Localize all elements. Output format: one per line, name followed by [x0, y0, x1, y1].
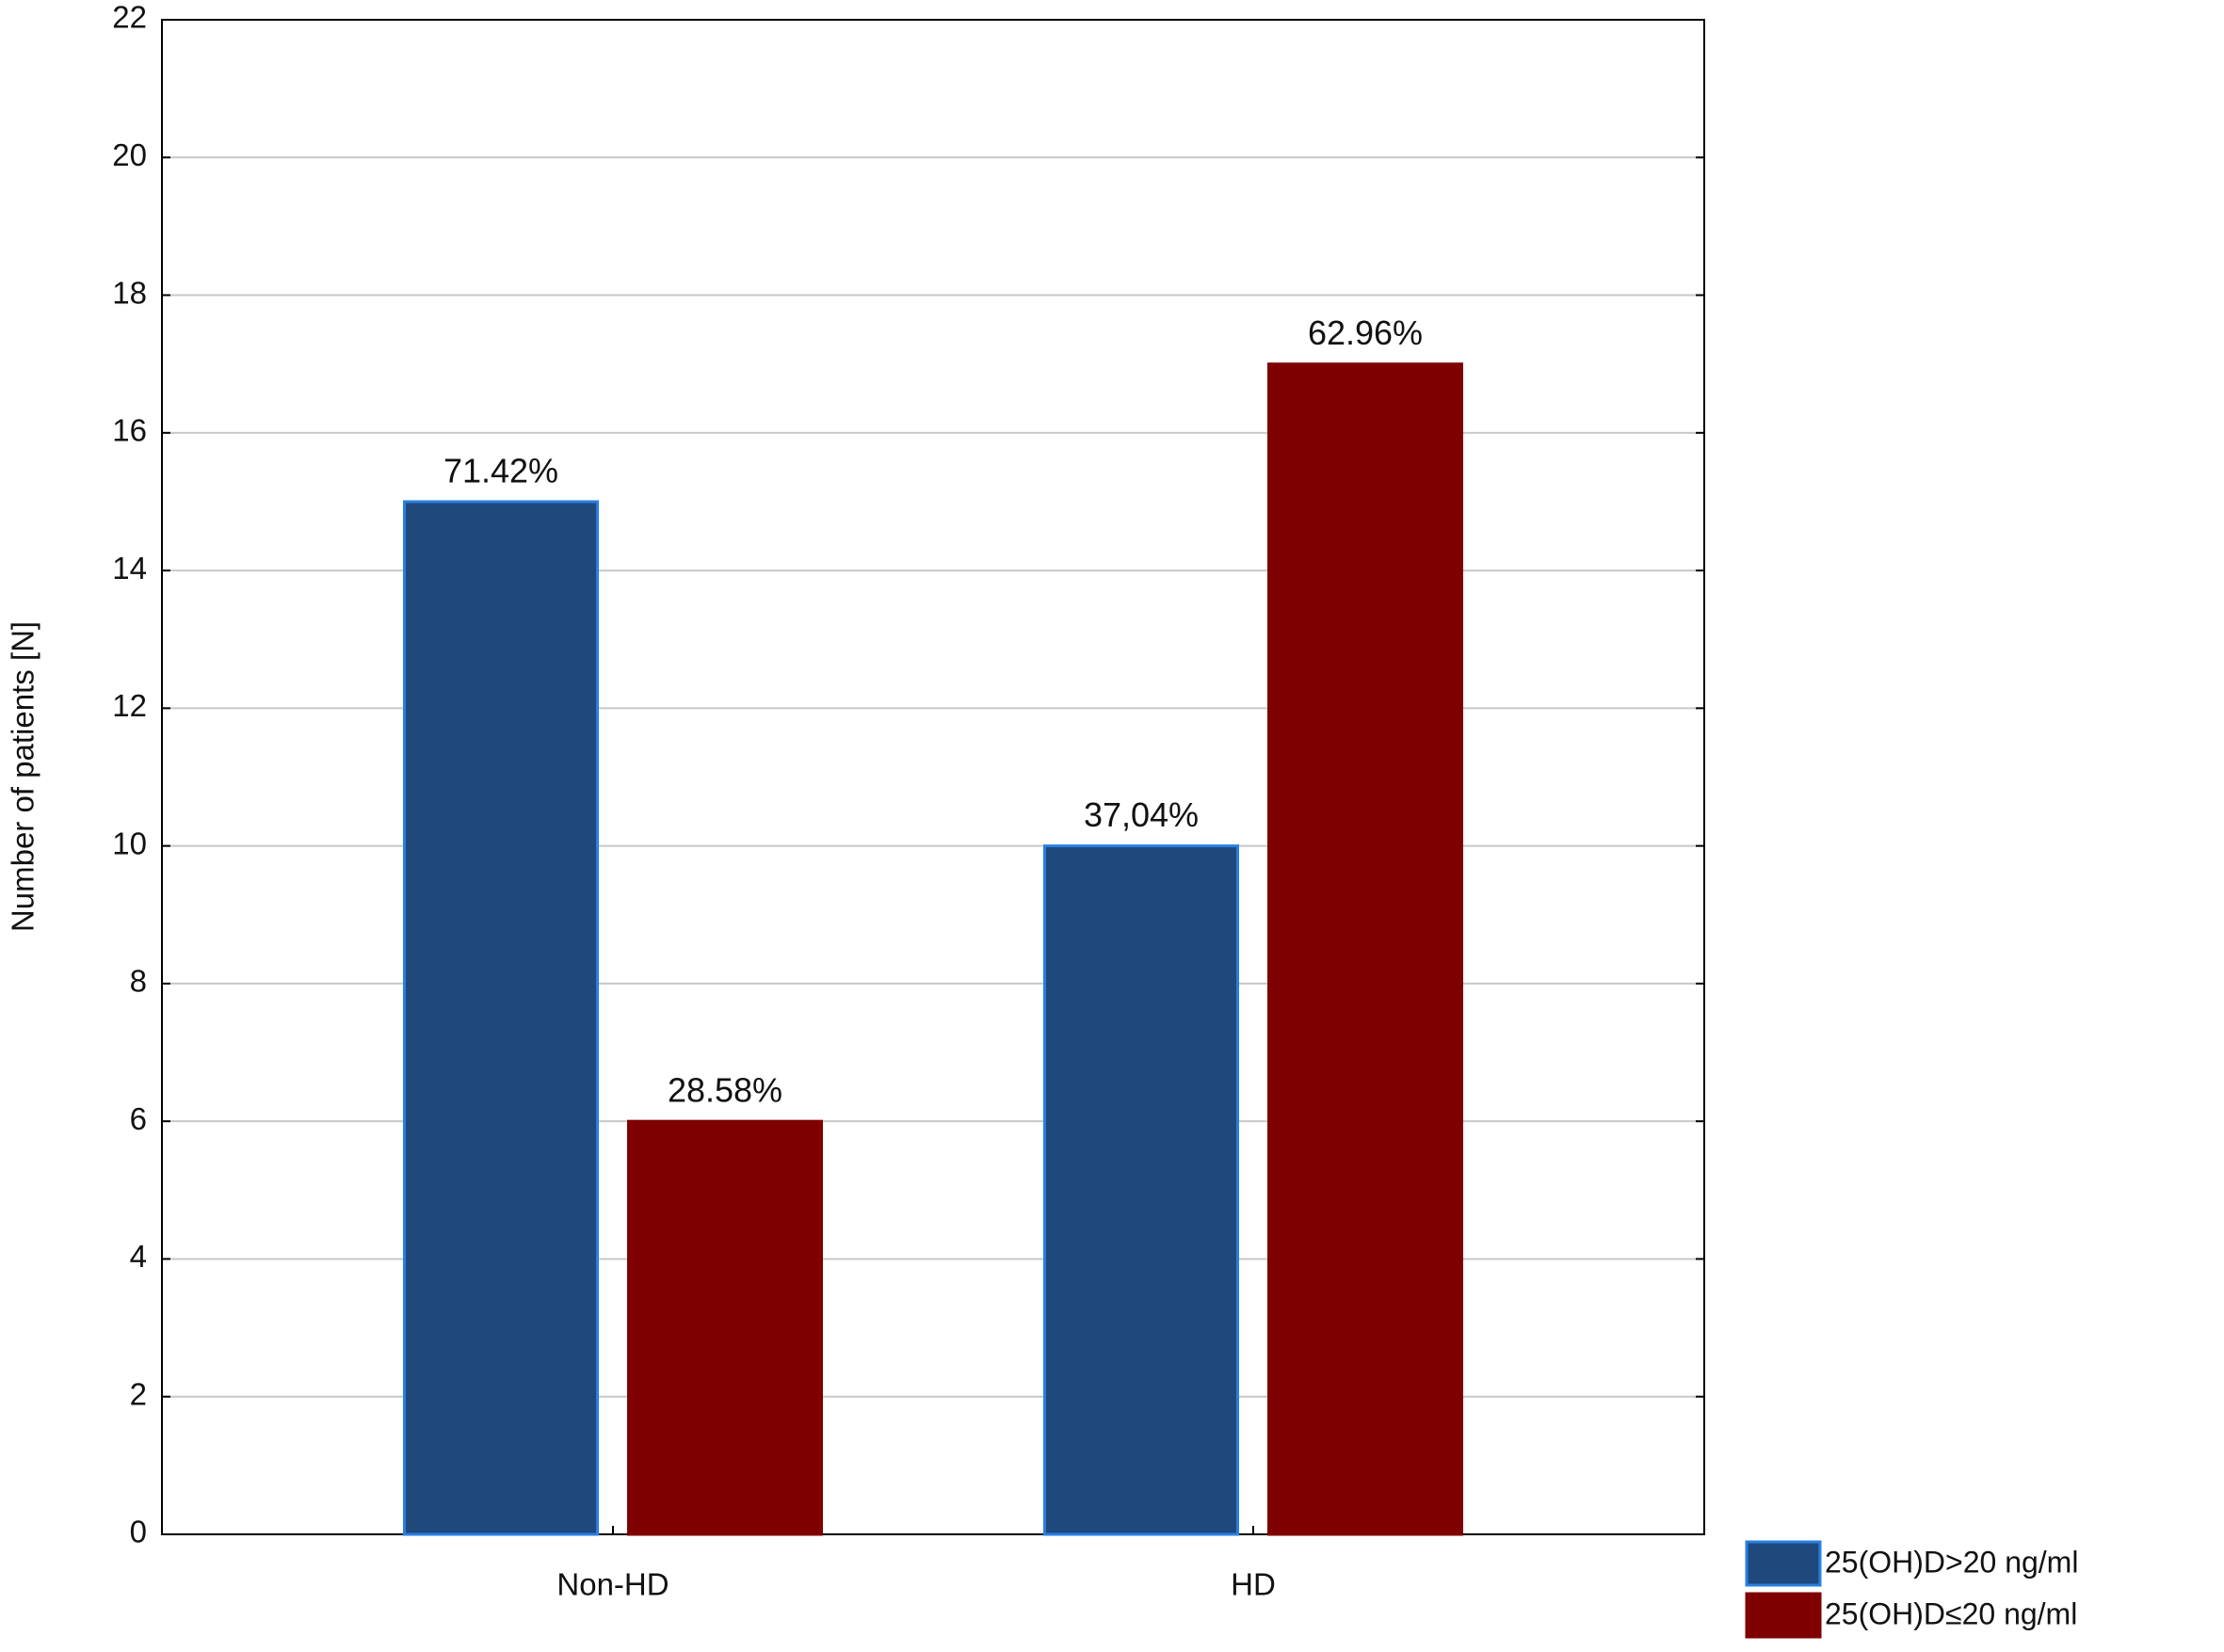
y-tick-label: 8 — [130, 964, 147, 999]
bar-annotation: 71.42% — [443, 451, 558, 489]
bar — [1043, 844, 1239, 1536]
bar-annotation: 37,04% — [1084, 795, 1199, 834]
bar — [627, 1119, 823, 1536]
y-tick-label: 0 — [130, 1515, 147, 1549]
bar-annotation: 28.58% — [668, 1071, 782, 1110]
legend-swatch — [1745, 1592, 1822, 1639]
y-tick-label: 10 — [112, 826, 147, 860]
plot-frame — [161, 19, 1705, 1535]
y-tick-label: 6 — [130, 1101, 147, 1136]
bar — [403, 500, 599, 1536]
y-tick-label: 16 — [112, 413, 147, 448]
legend-label: 25(OH)D≤20 ng/ml — [1825, 1596, 2077, 1630]
legend-swatch — [1745, 1540, 1822, 1587]
y-tick-label: 4 — [130, 1239, 147, 1274]
y-tick-label: 22 — [112, 0, 147, 35]
x-tick-label: Non-HD — [556, 1567, 669, 1602]
y-tick-label: 20 — [112, 137, 147, 172]
x-tick-label: HD — [1231, 1567, 1276, 1602]
y-tick-label: 12 — [112, 688, 147, 723]
legend-label: 25(OH)D>20 ng/ml — [1825, 1545, 2078, 1579]
y-axis-label: Number of patients [N] — [6, 621, 40, 932]
y-tick-label: 2 — [130, 1376, 147, 1411]
y-tick-label: 18 — [112, 275, 147, 310]
bar-annotation: 62.96% — [1308, 313, 1423, 352]
bar — [1267, 362, 1463, 1536]
y-tick-label: 14 — [112, 551, 147, 585]
